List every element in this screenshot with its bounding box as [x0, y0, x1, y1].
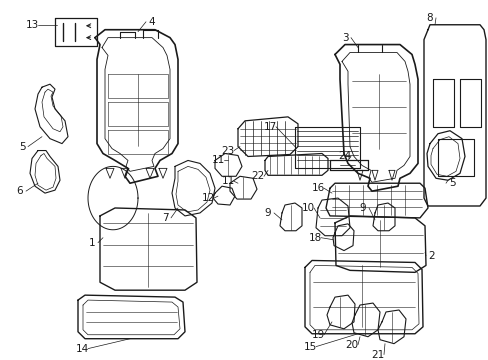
Text: 10: 10 — [301, 203, 314, 213]
Text: 3: 3 — [341, 33, 347, 42]
Text: 17: 17 — [263, 122, 276, 132]
Text: 21: 21 — [370, 350, 384, 360]
Text: 12: 12 — [201, 193, 214, 203]
Text: 22: 22 — [251, 171, 264, 181]
Text: 18: 18 — [308, 233, 321, 243]
Text: 4: 4 — [148, 17, 155, 27]
Text: 2: 2 — [428, 251, 434, 261]
Text: 1: 1 — [88, 238, 95, 248]
Text: 23: 23 — [221, 145, 234, 156]
Text: 11: 11 — [221, 176, 234, 186]
Text: 14: 14 — [75, 343, 88, 354]
Text: 20: 20 — [345, 339, 358, 350]
Text: 15: 15 — [303, 342, 316, 352]
Text: 9: 9 — [359, 203, 366, 213]
Text: 5: 5 — [19, 141, 25, 152]
Text: 7: 7 — [162, 213, 168, 223]
Text: 11: 11 — [211, 156, 224, 166]
Text: 24: 24 — [338, 152, 351, 162]
Text: 8: 8 — [426, 13, 432, 23]
Text: 6: 6 — [17, 186, 23, 196]
Text: 16: 16 — [311, 183, 324, 193]
Text: 19: 19 — [311, 330, 324, 340]
Text: 5: 5 — [448, 178, 454, 188]
Text: 13: 13 — [25, 20, 39, 30]
Text: 9: 9 — [264, 208, 271, 218]
